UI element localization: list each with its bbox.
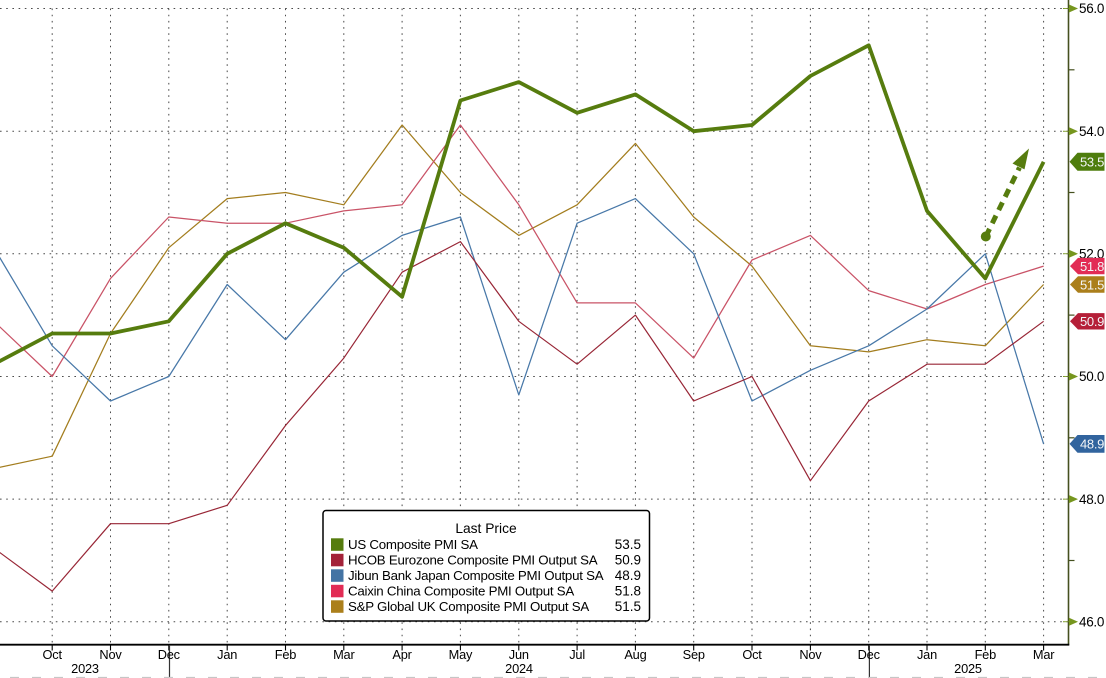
svg-text:Caixin China Composite PMI Out: Caixin China Composite PMI Output SA (348, 584, 574, 599)
svg-text:Dec: Dec (158, 647, 181, 662)
svg-text:Jun: Jun (509, 647, 529, 662)
svg-text:Feb: Feb (975, 647, 997, 662)
svg-text:Last Price: Last Price (455, 521, 517, 536)
svg-text:Jan: Jan (217, 647, 237, 662)
svg-text:51.5: 51.5 (1080, 277, 1104, 292)
svg-text:Jul: Jul (569, 647, 585, 662)
svg-text:52.0: 52.0 (1079, 247, 1104, 262)
svg-text:2025: 2025 (954, 661, 982, 676)
svg-text:2023: 2023 (71, 661, 99, 676)
svg-text:US Composite PMI SA: US Composite PMI SA (348, 537, 478, 552)
svg-text:Jan: Jan (917, 647, 937, 662)
svg-text:HCOB Eurozone Composite PMI Ou: HCOB Eurozone Composite PMI Output SA (348, 553, 598, 568)
svg-text:May: May (449, 647, 473, 662)
svg-text:Apr: Apr (392, 647, 412, 662)
svg-text:51.8: 51.8 (615, 584, 641, 599)
svg-text:Nov: Nov (799, 647, 822, 662)
svg-text:Mar: Mar (333, 647, 355, 662)
svg-text:Sep: Sep (683, 647, 705, 662)
svg-text:48.9: 48.9 (615, 568, 641, 583)
svg-text:50.9: 50.9 (1080, 314, 1104, 329)
svg-text:Aug: Aug (624, 647, 646, 662)
svg-text:Oct: Oct (43, 647, 63, 662)
svg-text:50.0: 50.0 (1079, 369, 1104, 384)
svg-text:48.0: 48.0 (1079, 492, 1104, 507)
svg-text:50.9: 50.9 (615, 553, 641, 568)
svg-text:51.5: 51.5 (615, 599, 641, 614)
svg-text:46.0: 46.0 (1079, 615, 1104, 630)
svg-text:Mar: Mar (1033, 647, 1055, 662)
svg-text:2024: 2024 (505, 661, 533, 676)
svg-text:54.0: 54.0 (1079, 124, 1104, 139)
svg-text:Nov: Nov (99, 647, 122, 662)
svg-text:Dec: Dec (858, 647, 881, 662)
svg-text:53.5: 53.5 (1080, 155, 1104, 170)
svg-text:53.5: 53.5 (615, 537, 641, 552)
svg-text:Jibun Bank Japan Composite PMI: Jibun Bank Japan Composite PMI Output SA (348, 568, 604, 583)
svg-text:Feb: Feb (275, 647, 297, 662)
svg-text:S&P Global UK Composite PMI Ou: S&P Global UK Composite PMI Output SA (348, 599, 589, 614)
svg-text:Oct: Oct (742, 647, 762, 662)
svg-text:51.8: 51.8 (1080, 259, 1104, 274)
svg-text:48.9: 48.9 (1080, 437, 1104, 452)
svg-text:56.0: 56.0 (1079, 1, 1104, 16)
